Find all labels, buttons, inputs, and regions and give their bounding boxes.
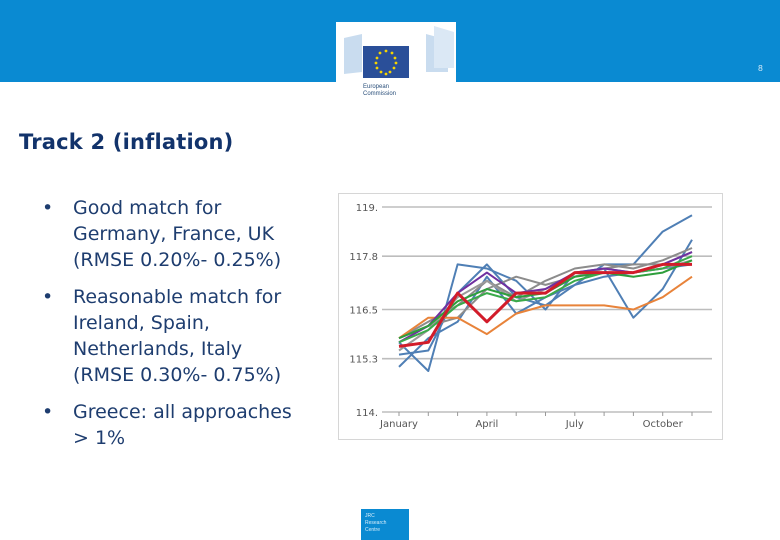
chart-svg: 119. 117.8 116.5 115.3 114.January April July O… <box>349 203 712 430</box>
logo-text-line1: European <box>363 84 390 90</box>
inflation-chart: 119. 117.8 116.5 115.3 114. January April July O… <box>338 193 723 440</box>
series-line <box>398 259 693 340</box>
bullet-dot-icon: • <box>42 401 54 423</box>
y-tick-label: 119. <box>356 203 378 214</box>
bullet-line: > 1% <box>73 427 126 449</box>
bullet-item: • Greece: all approaches > 1% <box>42 399 342 451</box>
page-number: 8 <box>757 64 763 73</box>
bullet-line: Netherlands, Italy <box>73 338 243 360</box>
european-commission-logo: European Commission <box>336 22 456 108</box>
x-tick-label: January <box>379 419 418 430</box>
bullet-line: Ireland, Spain, <box>73 312 210 334</box>
bullet-line: (RMSE 0.30%- 0.75%) <box>73 364 282 386</box>
y-tick-label: 115.3 <box>349 355 378 366</box>
series-line <box>398 251 693 340</box>
x-tick-label: July <box>565 419 584 430</box>
bullet-line: Reasonable match for <box>73 286 282 308</box>
bullet-line: Good match for <box>73 197 222 219</box>
y-tick-label: 117.8 <box>349 252 378 263</box>
jrc-text: Research <box>365 520 387 526</box>
series-line <box>398 275 693 340</box>
jrc-text: Centre <box>365 527 381 533</box>
x-tick-label: October <box>643 419 684 430</box>
series-line <box>398 239 693 372</box>
logo-text-line2: Commission <box>363 91 397 97</box>
y-tick-label: 116.5 <box>349 306 378 317</box>
jrc-text: JRC <box>365 513 375 519</box>
slide-title: Track 2 (inflation) <box>19 130 234 154</box>
series-line <box>398 262 692 348</box>
y-tick-label: 114. <box>356 408 378 419</box>
x-tick-label: April <box>475 419 498 430</box>
bullet-line: Greece: all approaches <box>73 401 292 423</box>
jrc-logo: JRC Research Centre <box>361 509 409 540</box>
bullet-item: • Good match for Germany, France, UK (RM… <box>42 195 342 273</box>
bullet-list: • Good match for Germany, France, UK (RM… <box>42 195 342 462</box>
bullet-line: (RMSE 0.20%- 0.25%) <box>73 249 282 271</box>
bullet-dot-icon: • <box>42 197 54 219</box>
bullet-line: Germany, France, UK <box>73 223 275 245</box>
bullet-dot-icon: • <box>42 286 54 308</box>
bullet-item: • Reasonable match for Ireland, Spain, N… <box>42 284 342 388</box>
